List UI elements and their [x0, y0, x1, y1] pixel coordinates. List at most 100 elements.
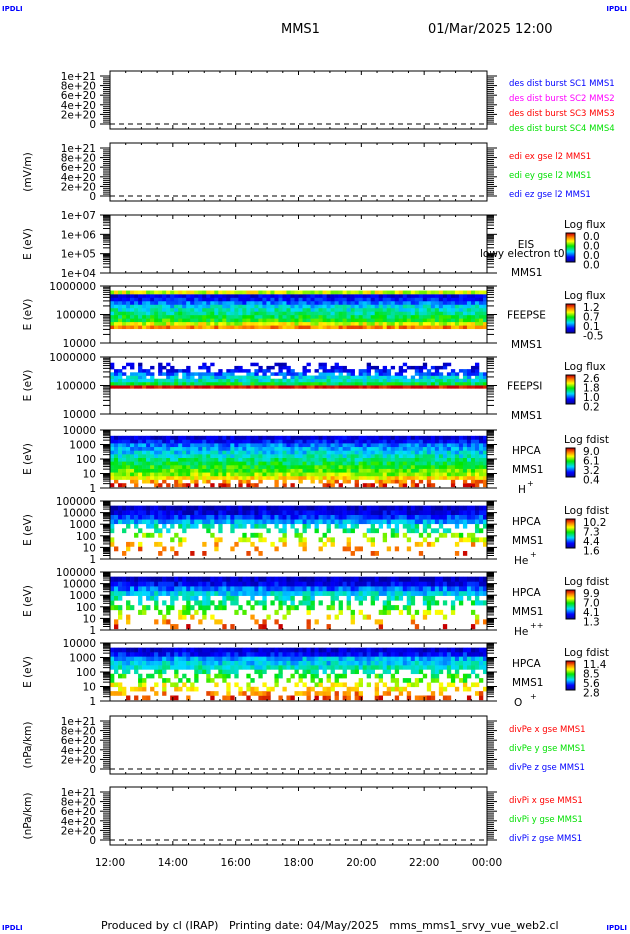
- heatmap-cell: [234, 314, 239, 319]
- heatmap-cell: [374, 514, 380, 520]
- heatmap-cell: [378, 381, 384, 386]
- heatmap-cell: [206, 369, 211, 373]
- heatmap-cell: [134, 381, 139, 386]
- heatmap-cell: [342, 385, 347, 389]
- heatmap-cell: [290, 381, 295, 386]
- heatmap-cell: [414, 307, 420, 312]
- heatmap-cell: [366, 325, 371, 330]
- heatmap-cell: [458, 318, 464, 323]
- heatmap-cell: [138, 304, 143, 309]
- heatmap-cell: [238, 325, 243, 330]
- heatmap-cell: [126, 321, 131, 326]
- heatmap-cell: [190, 605, 195, 611]
- heatmap-cell: [370, 464, 375, 469]
- heatmap-cell: [214, 446, 219, 451]
- heatmap-cell: [150, 297, 155, 302]
- heatmap-cell: [270, 378, 275, 383]
- colorbar-swatch: [566, 389, 575, 391]
- heatmap-cell: [394, 546, 400, 552]
- heatmap-cell: [306, 385, 311, 389]
- heatmap-cell: [214, 321, 219, 326]
- heatmap-cell: [270, 300, 275, 305]
- heatmap-cell: [478, 514, 484, 520]
- heatmap-cell: [218, 325, 223, 330]
- heatmap-cell: [342, 576, 347, 582]
- heatmap-cell: [390, 586, 396, 592]
- heatmap-cell: [426, 294, 432, 298]
- legend-entry: edi ey gse l2 MMS1: [509, 171, 591, 181]
- heatmap-cell: [190, 450, 195, 455]
- heatmap-cell: [342, 381, 347, 386]
- heatmap-cell: [426, 318, 432, 323]
- heatmap-cell: [238, 590, 243, 596]
- heatmap-cell: [246, 472, 251, 477]
- colorbar-title: Log fdist: [564, 434, 609, 446]
- heatmap-cell: [478, 519, 484, 525]
- heatmap-cell: [130, 464, 135, 469]
- heatmap-cell: [146, 519, 151, 525]
- heatmap-cell: [326, 307, 331, 312]
- heatmap-cell: [262, 314, 267, 319]
- heatmap-cell: [202, 595, 207, 601]
- heatmap-cell: [394, 381, 400, 386]
- heatmap-cell: [354, 443, 359, 448]
- heatmap-cell: [314, 619, 319, 625]
- heatmap-cell: [270, 450, 275, 455]
- heatmap-cell: [454, 385, 460, 389]
- heatmap-cell: [310, 311, 315, 316]
- heatmap-cell: [142, 294, 147, 298]
- heatmap-cell: [126, 381, 131, 386]
- heatmap-cell: [358, 546, 363, 552]
- heatmap-cell: [118, 321, 123, 326]
- heatmap-cell: [154, 314, 159, 319]
- heatmap-cell: [310, 600, 315, 606]
- heatmap-cell: [454, 443, 460, 448]
- heatmap-cell: [314, 385, 319, 389]
- heatmap-cell: [214, 381, 219, 386]
- heatmap-cell: [178, 454, 183, 458]
- heatmap-cell: [170, 443, 175, 448]
- heatmap-cell: [414, 365, 420, 370]
- heatmap-cell: [118, 510, 123, 515]
- heatmap-cell: [278, 362, 283, 367]
- heatmap-cell: [350, 372, 355, 376]
- heatmap-cell: [306, 439, 311, 444]
- heatmap-cell: [186, 304, 191, 309]
- heatmap-cell: [438, 586, 444, 592]
- heatmap-cell: [254, 454, 259, 458]
- heatmap-cell: [302, 468, 307, 473]
- heatmap-cell: [262, 472, 267, 477]
- heatmap-cell: [350, 381, 355, 386]
- heatmap-cell: [362, 457, 367, 462]
- heatmap-cell: [370, 443, 375, 448]
- heatmap-cell: [274, 454, 279, 458]
- heatmap-cell: [166, 439, 171, 444]
- heatmap-cell: [274, 300, 279, 305]
- heatmap-cell: [474, 375, 480, 380]
- heatmap-cell: [162, 314, 167, 319]
- heatmap-cell: [462, 325, 468, 330]
- heatmap-cell: [150, 468, 155, 473]
- heatmap-cell: [130, 505, 135, 511]
- heatmap-cell: [422, 294, 428, 298]
- heatmap-cell: [242, 290, 247, 295]
- heatmap-cell: [382, 600, 388, 606]
- heatmap-cell: [282, 614, 287, 620]
- colorbar-swatch: [566, 376, 575, 379]
- heatmap-cell: [482, 510, 488, 515]
- heatmap-cell: [446, 446, 452, 451]
- colorbar-swatch: [566, 543, 575, 545]
- heatmap-cell: [362, 369, 367, 373]
- heatmap-cell: [438, 468, 444, 473]
- heatmap-cell: [218, 514, 223, 520]
- heatmap-cell: [210, 461, 215, 466]
- heatmap-cell: [414, 385, 420, 389]
- colorbar-tick-label: 3.2: [583, 465, 600, 477]
- heatmap-cell: [138, 307, 143, 312]
- heatmap-cell: [266, 472, 271, 477]
- heatmap-cell: [174, 375, 179, 380]
- heatmap-cell: [374, 595, 380, 601]
- heatmap-cell: [282, 443, 287, 448]
- heatmap-cell: [338, 443, 343, 448]
- y-tick-label: 1e+05: [61, 249, 96, 261]
